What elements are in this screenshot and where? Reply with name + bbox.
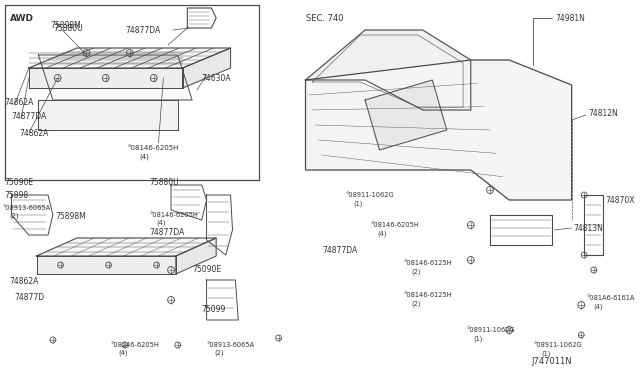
Text: (1): (1) [541, 351, 550, 357]
Text: (1): (1) [474, 336, 483, 342]
Text: 74981N: 74981N [556, 13, 585, 22]
Text: (2): (2) [411, 269, 420, 275]
Text: °08146-6125H: °08146-6125H [403, 292, 452, 298]
Text: 74870X: 74870X [605, 196, 635, 205]
Polygon shape [36, 238, 216, 256]
Text: (4): (4) [118, 350, 127, 356]
Text: 74862A: 74862A [5, 97, 34, 106]
Text: (4): (4) [594, 304, 604, 310]
Polygon shape [29, 48, 230, 68]
Polygon shape [36, 256, 176, 274]
Text: AWD: AWD [10, 13, 34, 22]
Text: 74877DA: 74877DA [149, 228, 184, 237]
Text: 75099: 75099 [202, 305, 226, 314]
Text: °08146-6205H: °08146-6205H [128, 145, 179, 151]
Text: °08911-1062G: °08911-1062G [466, 327, 515, 333]
Text: 75880U: 75880U [53, 23, 83, 32]
Text: 74812N: 74812N [588, 109, 618, 118]
Text: °08911-1062G: °08911-1062G [346, 192, 394, 198]
Polygon shape [38, 55, 192, 100]
Polygon shape [182, 48, 230, 88]
Text: (4): (4) [157, 220, 166, 226]
Polygon shape [38, 100, 178, 130]
Text: 75090E: 75090E [192, 266, 221, 275]
Polygon shape [29, 68, 182, 88]
Text: 75898M: 75898M [56, 212, 86, 221]
Text: °08911-1062G: °08911-1062G [533, 342, 582, 348]
Text: (4): (4) [378, 231, 387, 237]
Text: 74877DA: 74877DA [125, 26, 160, 35]
Text: °08913-6065A: °08913-6065A [207, 342, 255, 348]
Text: °08146-6205H: °08146-6205H [111, 342, 159, 348]
Text: 75880U: 75880U [149, 177, 179, 186]
Polygon shape [305, 30, 471, 110]
Text: 74813N: 74813N [573, 224, 604, 232]
Text: (2): (2) [214, 350, 224, 356]
Text: 74877DA: 74877DA [12, 112, 47, 121]
Text: °08146-6125H: °08146-6125H [403, 260, 452, 266]
Text: (2): (2) [411, 301, 420, 307]
Text: 74862A: 74862A [19, 128, 49, 138]
Text: 75898M: 75898M [50, 20, 81, 29]
Text: 74630A: 74630A [202, 74, 232, 83]
Text: °08913-6065A: °08913-6065A [2, 205, 50, 211]
Text: (2): (2) [10, 213, 19, 219]
Polygon shape [305, 60, 572, 200]
Text: (1): (1) [353, 201, 363, 207]
Text: J747011N: J747011N [531, 357, 572, 366]
Text: SEC. 740: SEC. 740 [305, 13, 343, 22]
Polygon shape [365, 80, 447, 150]
Polygon shape [176, 238, 216, 274]
Text: °08146-6205H: °08146-6205H [370, 222, 419, 228]
Text: 74877DA: 74877DA [322, 246, 357, 254]
Text: 74877D: 74877D [15, 294, 45, 302]
Text: 74862A: 74862A [10, 278, 39, 286]
Text: °081A6-6161A: °081A6-6161A [586, 295, 634, 301]
Text: 75898: 75898 [5, 190, 29, 199]
Text: 75090E: 75090E [5, 177, 34, 186]
Text: °08146-6205H: °08146-6205H [149, 212, 198, 218]
Bar [5, 5, 259, 180]
Text: (4): (4) [140, 154, 149, 160]
